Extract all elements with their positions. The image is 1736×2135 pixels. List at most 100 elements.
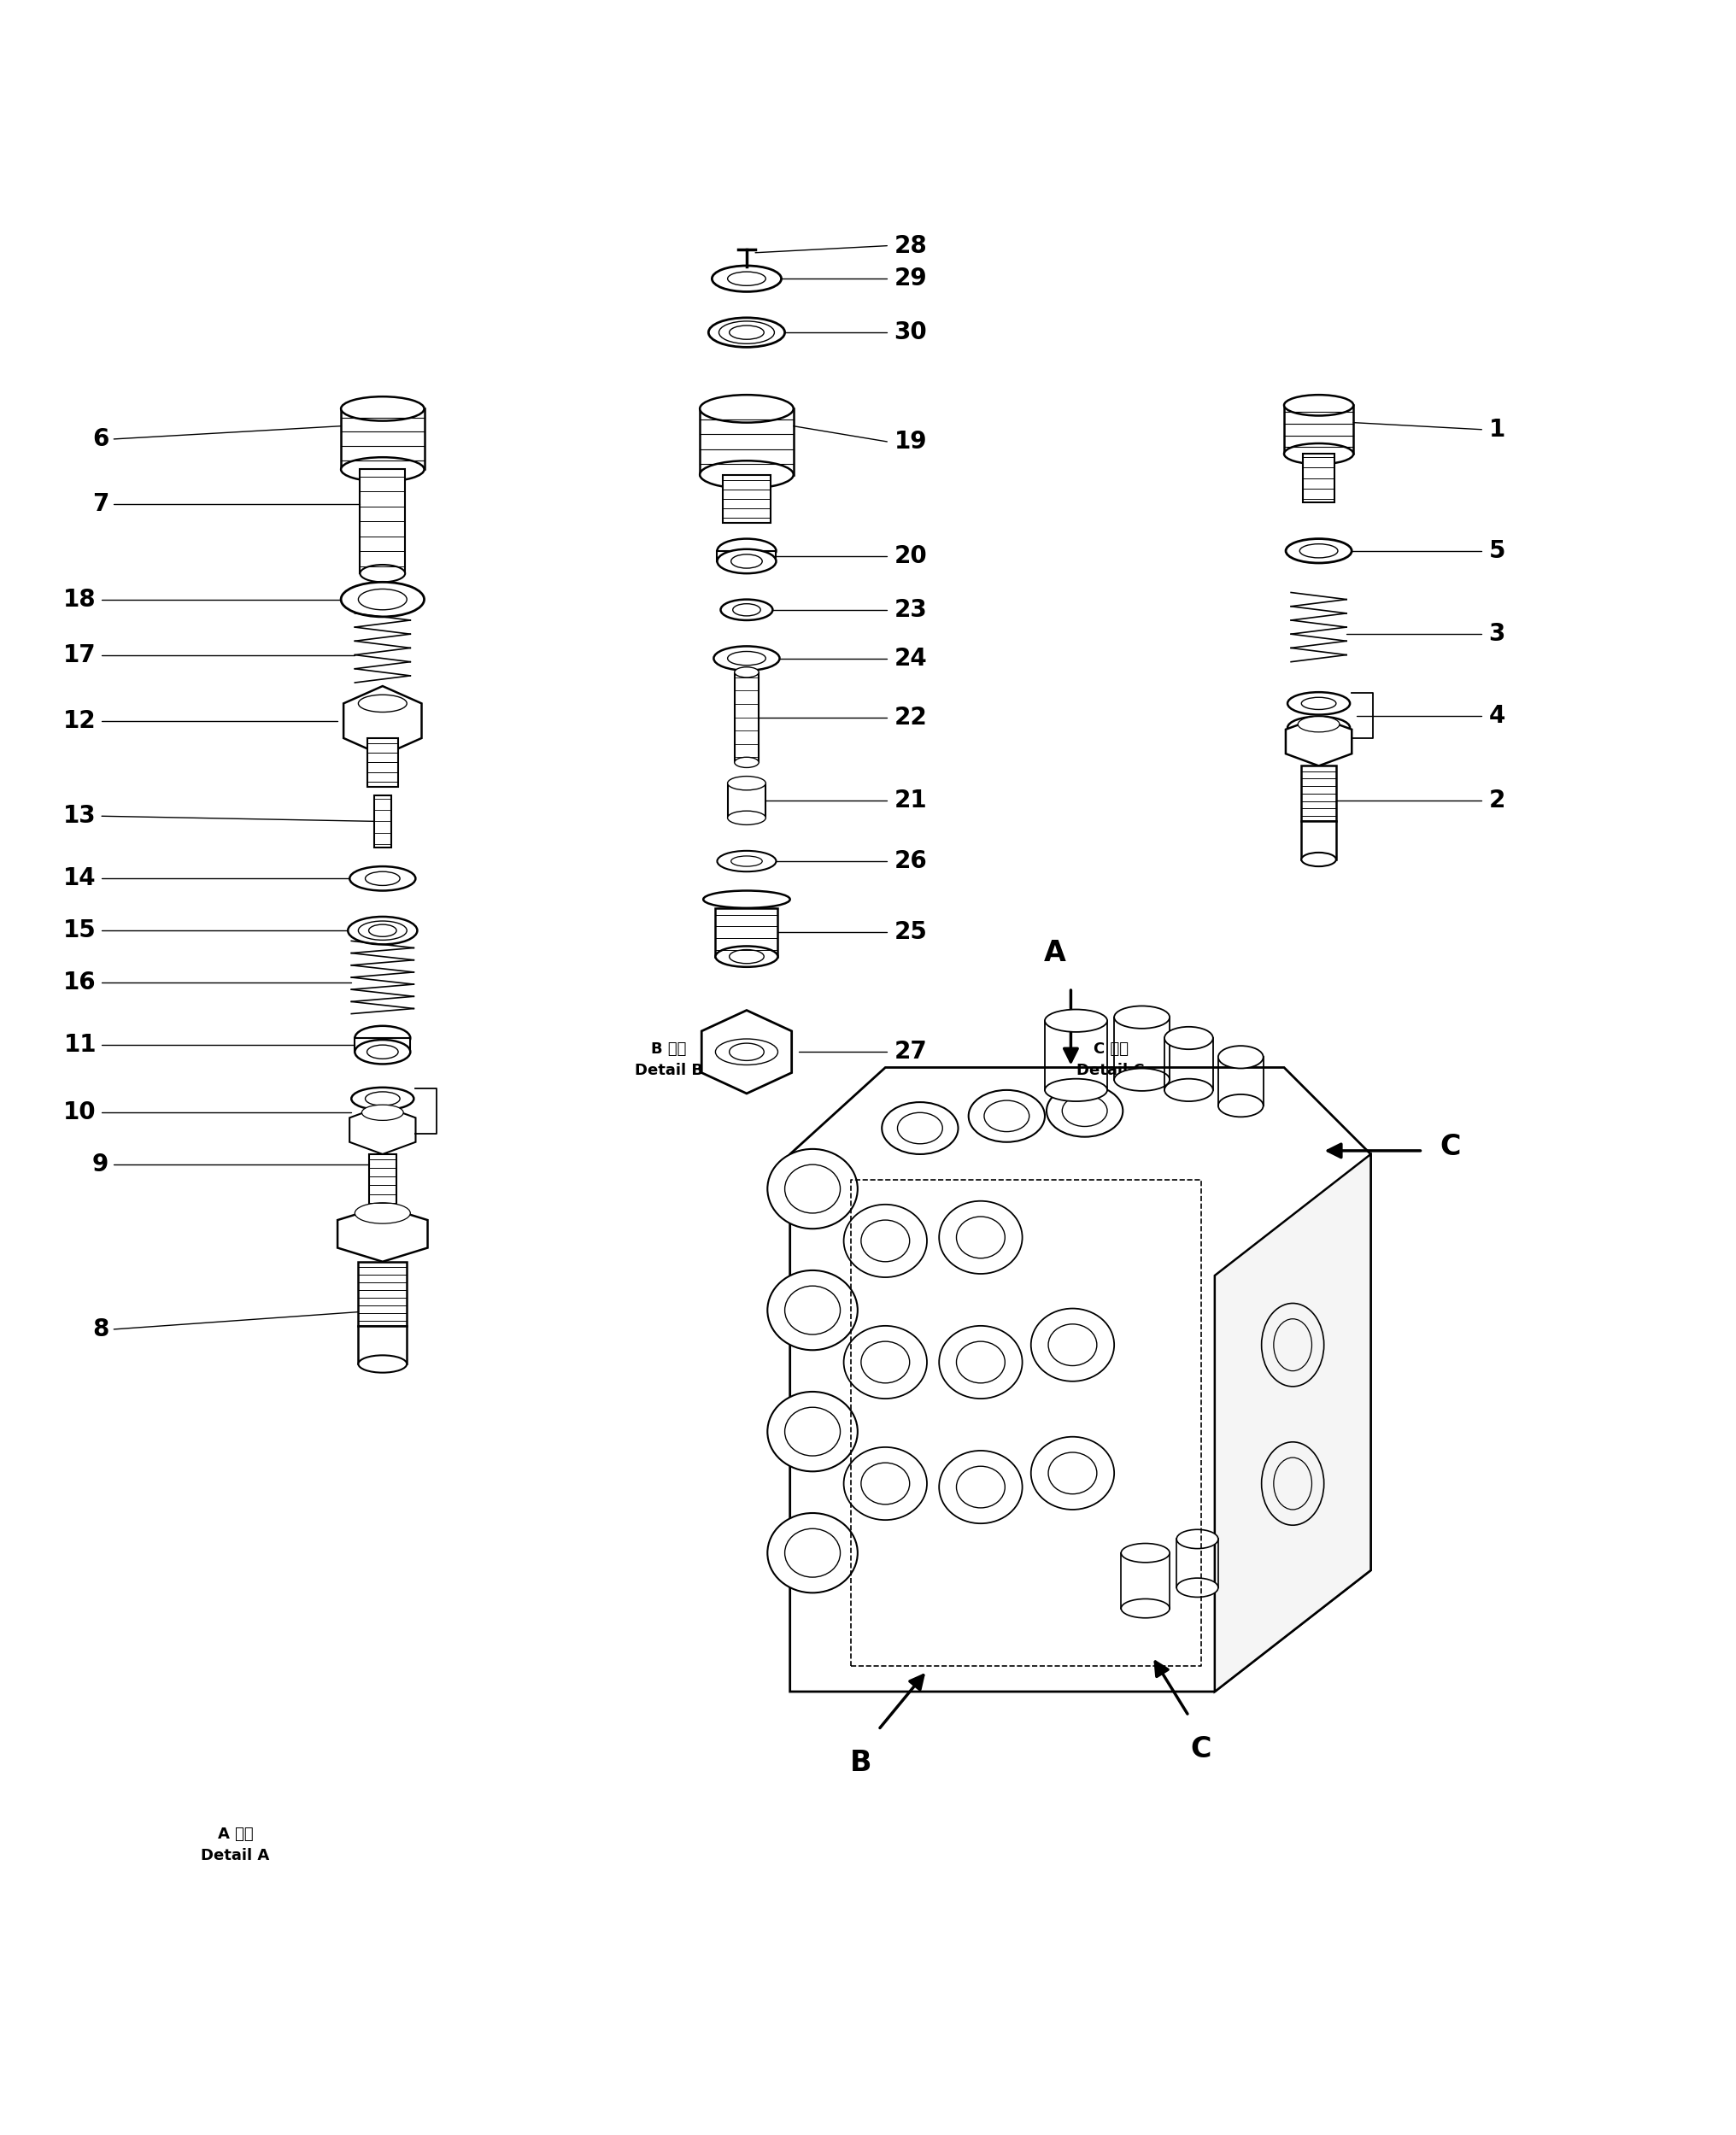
Polygon shape: [358, 1262, 406, 1326]
Ellipse shape: [1262, 1441, 1325, 1524]
Polygon shape: [1302, 766, 1337, 822]
Ellipse shape: [727, 651, 766, 666]
Ellipse shape: [844, 1448, 927, 1520]
Ellipse shape: [1274, 1319, 1312, 1371]
Ellipse shape: [767, 1514, 858, 1593]
Ellipse shape: [365, 1117, 399, 1129]
Polygon shape: [359, 470, 404, 574]
Text: B 詳細
Detail B: B 詳細 Detail B: [634, 1042, 703, 1078]
Ellipse shape: [969, 1091, 1045, 1142]
Polygon shape: [1286, 717, 1352, 766]
Ellipse shape: [957, 1341, 1005, 1383]
Ellipse shape: [365, 1091, 399, 1106]
Polygon shape: [358, 1326, 406, 1364]
Ellipse shape: [358, 920, 406, 939]
Ellipse shape: [957, 1217, 1005, 1258]
Ellipse shape: [354, 1202, 410, 1223]
Text: 7: 7: [92, 491, 109, 517]
Ellipse shape: [1062, 1095, 1108, 1127]
Ellipse shape: [1165, 1078, 1213, 1102]
Ellipse shape: [1031, 1309, 1115, 1381]
Polygon shape: [734, 673, 759, 762]
Ellipse shape: [1285, 444, 1354, 463]
Ellipse shape: [358, 1356, 406, 1373]
Ellipse shape: [731, 856, 762, 867]
Ellipse shape: [1177, 1529, 1219, 1548]
Polygon shape: [354, 1038, 410, 1053]
Text: 2: 2: [1489, 788, 1505, 813]
Polygon shape: [340, 408, 424, 470]
Polygon shape: [1285, 406, 1354, 455]
Ellipse shape: [767, 1392, 858, 1471]
Ellipse shape: [1121, 1544, 1170, 1563]
Polygon shape: [337, 1206, 427, 1262]
Text: 23: 23: [894, 598, 927, 621]
Text: 17: 17: [64, 643, 97, 666]
Ellipse shape: [717, 549, 776, 574]
Ellipse shape: [734, 758, 759, 769]
Polygon shape: [1304, 455, 1335, 502]
Polygon shape: [368, 1155, 396, 1208]
Polygon shape: [701, 1010, 792, 1093]
Ellipse shape: [1299, 717, 1340, 732]
Polygon shape: [373, 796, 391, 848]
Text: A: A: [1043, 939, 1066, 967]
Ellipse shape: [347, 916, 417, 944]
Text: 18: 18: [64, 587, 97, 611]
Ellipse shape: [1165, 1027, 1213, 1048]
Ellipse shape: [734, 666, 759, 677]
Ellipse shape: [708, 318, 785, 348]
Text: 29: 29: [894, 267, 927, 290]
Ellipse shape: [700, 461, 793, 489]
Ellipse shape: [358, 589, 406, 611]
Ellipse shape: [720, 600, 773, 621]
Ellipse shape: [898, 1112, 943, 1144]
Ellipse shape: [365, 871, 399, 886]
Ellipse shape: [358, 694, 406, 713]
Text: 15: 15: [64, 918, 97, 942]
Ellipse shape: [717, 538, 776, 564]
Ellipse shape: [1115, 1068, 1170, 1091]
Ellipse shape: [844, 1326, 927, 1398]
Ellipse shape: [1288, 717, 1351, 739]
Text: 19: 19: [894, 429, 927, 453]
Ellipse shape: [1045, 1010, 1108, 1031]
Ellipse shape: [715, 1040, 778, 1065]
Text: 20: 20: [894, 544, 927, 568]
Polygon shape: [790, 1068, 1371, 1691]
Ellipse shape: [1285, 395, 1354, 416]
Text: 24: 24: [894, 647, 927, 670]
Ellipse shape: [861, 1219, 910, 1262]
Text: A 詳細
Detail A: A 詳細 Detail A: [201, 1828, 269, 1864]
Text: 10: 10: [64, 1102, 97, 1125]
Ellipse shape: [939, 1450, 1023, 1524]
Polygon shape: [727, 784, 766, 818]
Text: 5: 5: [1489, 538, 1505, 564]
Polygon shape: [722, 474, 771, 523]
Ellipse shape: [785, 1407, 840, 1456]
Ellipse shape: [731, 555, 762, 568]
Ellipse shape: [984, 1100, 1029, 1132]
Ellipse shape: [882, 1102, 958, 1155]
Text: 8: 8: [92, 1317, 109, 1341]
Text: 1: 1: [1489, 418, 1505, 442]
Ellipse shape: [713, 647, 779, 670]
Text: 6: 6: [92, 427, 109, 450]
Text: 11: 11: [64, 1033, 97, 1057]
Text: C 詳細
Detail C: C 詳細 Detail C: [1076, 1042, 1144, 1078]
Ellipse shape: [712, 265, 781, 292]
Text: 13: 13: [64, 805, 97, 828]
Ellipse shape: [351, 1087, 413, 1110]
Ellipse shape: [703, 890, 790, 907]
Ellipse shape: [719, 320, 774, 344]
Polygon shape: [717, 551, 776, 562]
Text: 14: 14: [64, 867, 97, 890]
Ellipse shape: [1177, 1578, 1219, 1597]
Ellipse shape: [1286, 538, 1352, 564]
Ellipse shape: [727, 271, 766, 286]
Text: C: C: [1191, 1736, 1212, 1764]
Ellipse shape: [727, 777, 766, 790]
Ellipse shape: [340, 457, 424, 483]
Ellipse shape: [1302, 698, 1337, 709]
Ellipse shape: [727, 811, 766, 824]
